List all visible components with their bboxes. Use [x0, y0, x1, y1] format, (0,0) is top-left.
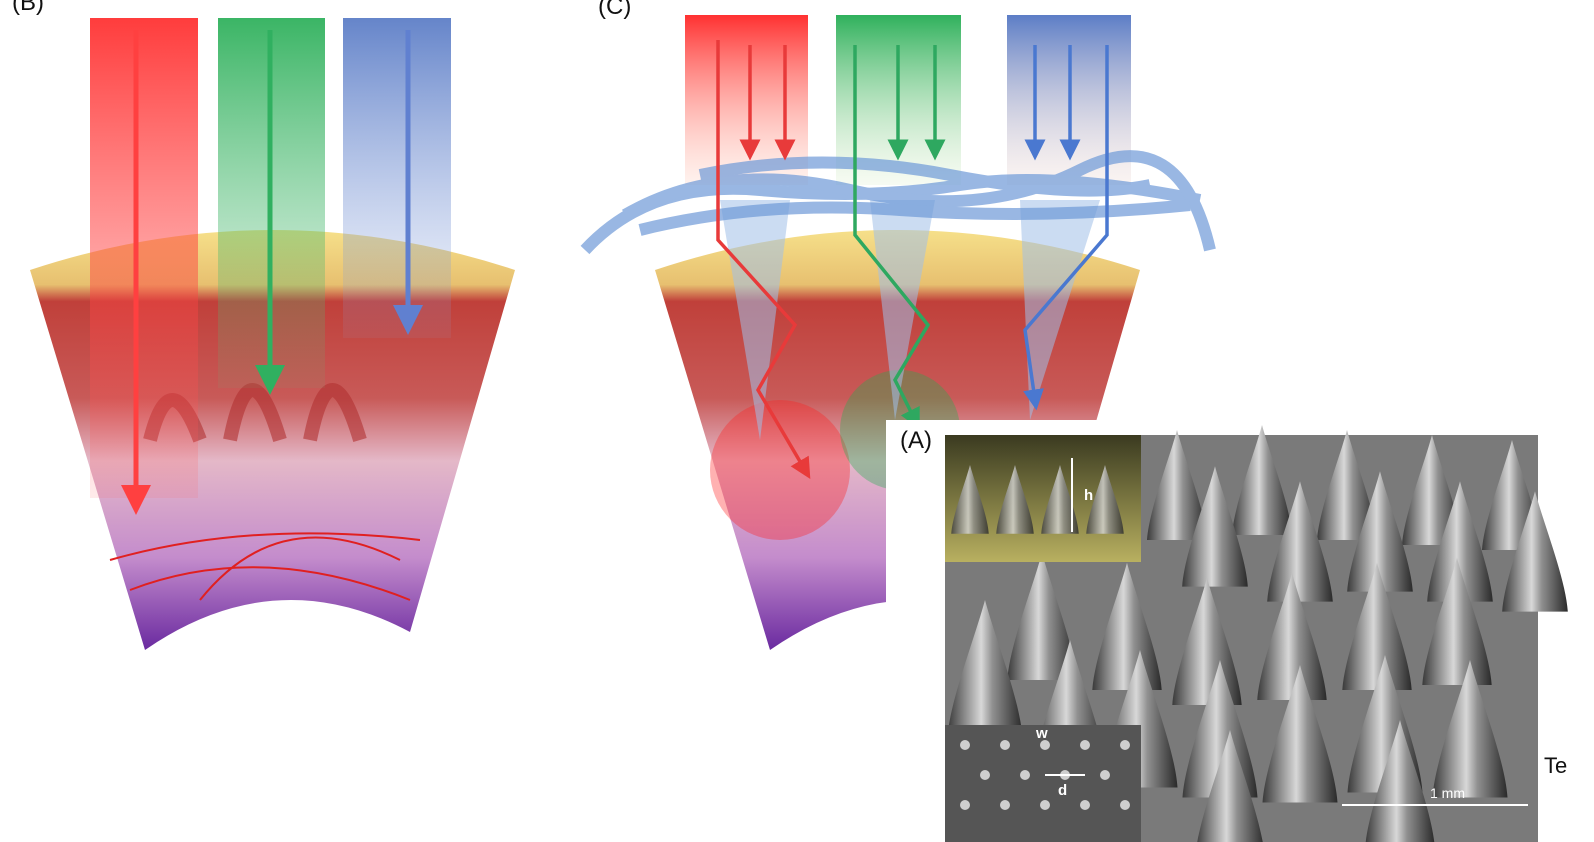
inset-label: d: [1058, 782, 1067, 799]
glow: [710, 400, 850, 540]
inset-label: h: [1084, 487, 1093, 504]
edge-text: Te: [1544, 753, 1567, 778]
panel-label: (C): [598, 0, 631, 20]
red-beam: [90, 18, 198, 498]
figure: (B) (C): [0, 0, 1594, 842]
page: {"panels":{"b":{"label":"(B)"},"c":{"lab…: [0, 0, 1594, 842]
panel-label: (A): [900, 427, 932, 454]
inset-label: w: [1035, 725, 1048, 742]
panel-b: (B): [12, 0, 515, 650]
scale-bar-label: 1 mm: [1430, 785, 1465, 801]
blue-beam: [343, 18, 451, 338]
panel-label: (B): [12, 0, 44, 16]
panel-a: h w d 1 mm (A) Te: [886, 420, 1594, 842]
